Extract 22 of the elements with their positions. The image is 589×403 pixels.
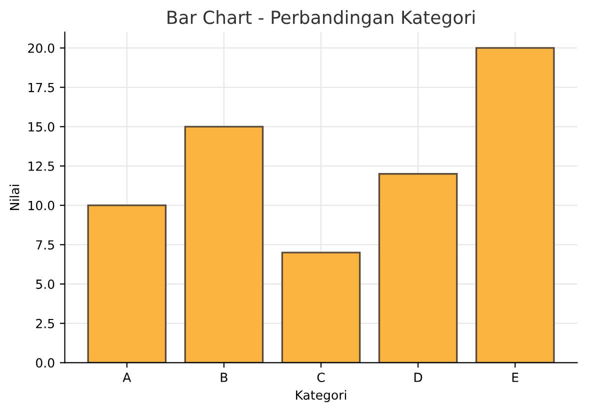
bar (184, 126, 264, 363)
y-tick-label: 5.0 (36, 279, 54, 289)
x-tick-label: B (220, 372, 228, 382)
bar (378, 173, 458, 363)
y-tick-label: 10.0 (28, 200, 54, 210)
y-tick-label: 2.5 (36, 318, 54, 328)
bar (281, 252, 361, 363)
x-axis-title: Kategori (296, 390, 346, 402)
bar (87, 204, 167, 363)
x-tick-label: D (414, 372, 422, 382)
y-tick-label: 20.0 (28, 43, 54, 53)
y-axis-title: Nilai (10, 184, 20, 210)
y-tick-label: 15.0 (28, 122, 54, 132)
y-tick-label: 7.5 (36, 240, 54, 250)
y-tick-label: 12.5 (28, 161, 54, 171)
chart-title: Bar Chart - Perbandingan Kategori (168, 10, 474, 28)
x-tick-label: E (512, 372, 518, 382)
x-tick-label: A (122, 372, 132, 382)
y-tick-label: 17.5 (28, 82, 54, 92)
y-tick-label: 0.0 (36, 358, 54, 368)
bar (475, 47, 555, 363)
x-tick-label: C (317, 372, 325, 382)
